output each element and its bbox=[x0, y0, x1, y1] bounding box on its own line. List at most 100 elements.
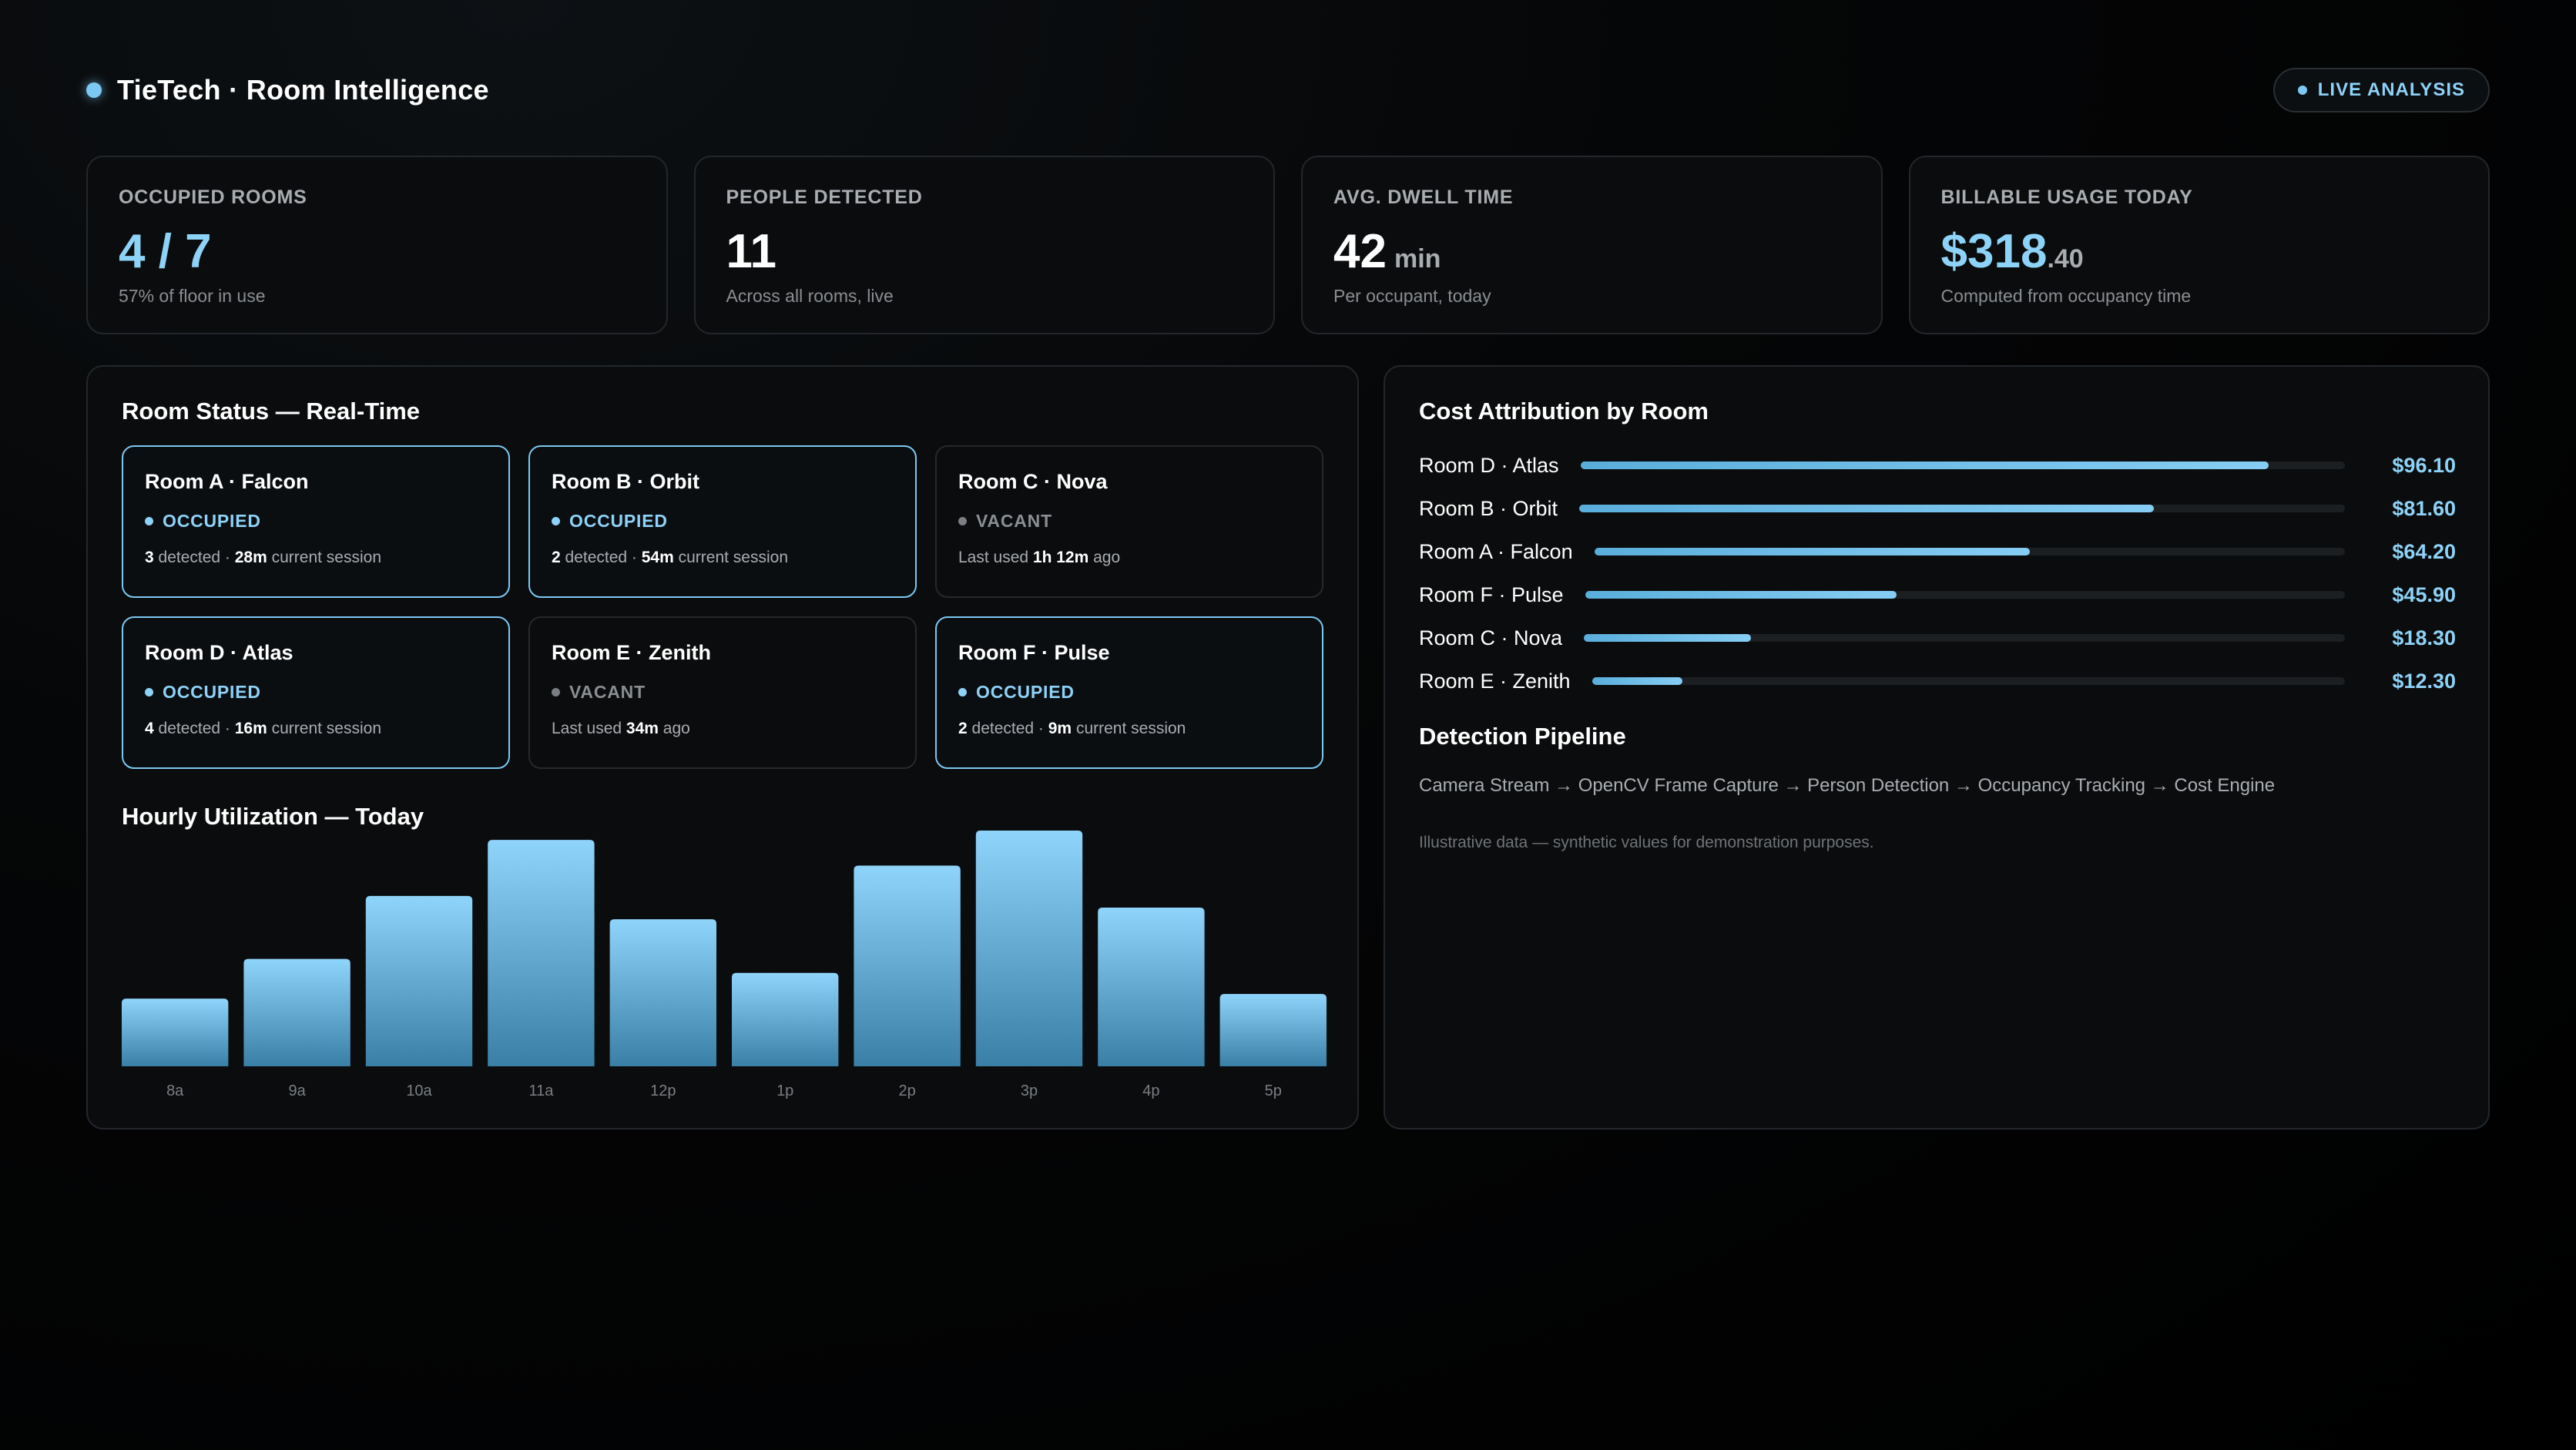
cost-row: Room C · Nova $18.30 bbox=[1419, 616, 2456, 660]
detail-text: Last used bbox=[958, 549, 1033, 566]
utilization-bar bbox=[488, 840, 595, 1066]
cost-bar-track bbox=[1594, 548, 2345, 555]
kpi-billable-usage: BILLABLE USAGE TODAY $318.40 Computed fr… bbox=[1908, 156, 2490, 334]
detected-count: 2 bbox=[552, 549, 561, 566]
room-card-atlas[interactable]: Room D · Atlas OCCUPIED 4 detected · 16m… bbox=[122, 616, 510, 769]
detected-count: 2 bbox=[958, 720, 968, 737]
x-tick-label: 11a bbox=[528, 1082, 554, 1099]
session-duration: 54m bbox=[641, 549, 674, 566]
x-tick-label: 5p bbox=[1265, 1082, 1282, 1099]
detail-text: current session bbox=[267, 720, 382, 737]
room-detail: 4 detected · 16m current session bbox=[145, 720, 487, 738]
room-status-title: Room Status — Real-Time bbox=[122, 398, 421, 425]
utilization-bar bbox=[1219, 994, 1327, 1066]
utilization-bar bbox=[243, 958, 351, 1066]
room-status-label: OCCUPIED bbox=[569, 511, 668, 531]
room-detail: Last used 34m ago bbox=[552, 720, 894, 738]
room-card-nova[interactable]: Room C · Nova VACANT Last used 1h 12m ag… bbox=[935, 445, 1323, 598]
kpi-subtext: Per occupant, today bbox=[1333, 286, 1491, 306]
cost-value: $96.10 bbox=[2392, 453, 2456, 477]
cost-room-name: Room B · Orbit bbox=[1419, 496, 1558, 520]
room-status: OCCUPIED bbox=[552, 511, 894, 532]
cost-bar-fill bbox=[1585, 591, 1897, 599]
room-status-label: OCCUPIED bbox=[163, 511, 261, 531]
detected-count: 4 bbox=[145, 720, 154, 737]
app-title: TieTech · Room Intelligence bbox=[117, 74, 489, 106]
cost-value: $81.60 bbox=[2392, 496, 2456, 520]
status-dot-icon bbox=[145, 517, 153, 525]
pipeline-description: Camera Stream → OpenCV Frame Capture → P… bbox=[1419, 775, 2276, 796]
room-name: Room B · Orbit bbox=[552, 470, 699, 493]
kpi-occupied-rooms: OCCUPIED ROOMS 4 / 7 57% of floor in use bbox=[86, 156, 668, 334]
room-status-panel: Room Status — Real-Time Room A · Falcon … bbox=[86, 365, 1359, 1129]
kpi-label: BILLABLE USAGE TODAY bbox=[1940, 186, 2193, 208]
kpi-number: 42 bbox=[1333, 225, 1387, 278]
kpi-people-detected: PEOPLE DETECTED 11 Across all rooms, liv… bbox=[693, 156, 1275, 334]
kpi-cents: .40 bbox=[2047, 244, 2084, 274]
detail-text: ago bbox=[658, 720, 690, 737]
utilization-bar bbox=[1098, 907, 1205, 1066]
room-name: Room F · Pulse bbox=[958, 641, 1110, 664]
cost-row: Room A · Falcon $64.20 bbox=[1419, 530, 2456, 573]
room-name: Room D · Atlas bbox=[145, 641, 293, 664]
x-tick-label: 1p bbox=[776, 1082, 793, 1099]
x-tick-label: 10a bbox=[406, 1082, 432, 1099]
cost-row: Room F · Pulse $45.90 bbox=[1419, 573, 2456, 616]
room-status: VACANT bbox=[958, 511, 1300, 532]
room-status-label: VACANT bbox=[569, 682, 646, 702]
kpi-subtext: Across all rooms, live bbox=[726, 286, 894, 306]
room-name: Room E · Zenith bbox=[552, 641, 711, 664]
detail-text: current session bbox=[267, 549, 382, 566]
detail-text: detected · bbox=[560, 549, 642, 566]
cost-row: Room E · Zenith $12.30 bbox=[1419, 660, 2456, 703]
room-card-zenith[interactable]: Room E · Zenith VACANT Last used 34m ago bbox=[528, 616, 917, 769]
last-used-duration: 1h 12m bbox=[1032, 549, 1089, 566]
cost-attribution-title: Cost Attribution by Room bbox=[1419, 398, 1709, 425]
utilization-bar bbox=[609, 919, 716, 1066]
detection-pipeline-title: Detection Pipeline bbox=[1419, 723, 1626, 750]
detected-count: 3 bbox=[145, 549, 154, 566]
hourly-utilization-title: Hourly Utilization — Today bbox=[122, 803, 424, 830]
brand: TieTech · Room Intelligence bbox=[86, 74, 489, 106]
room-card-falcon[interactable]: Room A · Falcon OCCUPIED 3 detected · 28… bbox=[122, 445, 510, 598]
utilization-bar bbox=[732, 972, 839, 1066]
room-detail: 2 detected · 54m current session bbox=[552, 549, 894, 567]
kpi-label: AVG. DWELL TIME bbox=[1333, 186, 1514, 208]
cost-bar-track bbox=[1579, 505, 2345, 512]
room-status-label: VACANT bbox=[976, 511, 1052, 531]
header: TieTech · Room Intelligence LIVE ANALYSI… bbox=[86, 68, 2490, 112]
live-dot-icon bbox=[2297, 86, 2307, 95]
kpi-value: 42 min bbox=[1333, 224, 1850, 280]
kpi-value: $318.40 bbox=[1941, 224, 2458, 280]
cost-room-name: Room A · Falcon bbox=[1419, 539, 1573, 563]
cost-row: Room D · Atlas $96.10 bbox=[1419, 444, 2456, 487]
kpi-unit: min bbox=[1394, 244, 1441, 274]
cost-value: $18.30 bbox=[2392, 626, 2456, 649]
cost-room-name: Room F · Pulse bbox=[1419, 582, 1564, 606]
cost-room-name: Room D · Atlas bbox=[1419, 453, 1559, 477]
live-analysis-badge[interactable]: LIVE ANALYSIS bbox=[2272, 68, 2490, 112]
room-grid: Room A · Falcon OCCUPIED 3 detected · 28… bbox=[122, 445, 1323, 769]
detail-text: ago bbox=[1088, 549, 1121, 566]
kpi-avg-dwell-time: AVG. DWELL TIME 42 min Per occupant, tod… bbox=[1301, 156, 1883, 334]
x-tick-label: 12p bbox=[650, 1082, 676, 1099]
room-name: Room C · Nova bbox=[958, 470, 1108, 493]
kpi-number: 11 bbox=[726, 225, 777, 278]
cost-room-name: Room C · Nova bbox=[1419, 626, 1563, 649]
detail-text: current session bbox=[673, 549, 789, 566]
room-card-pulse[interactable]: Room F · Pulse OCCUPIED 2 detected · 9m … bbox=[935, 616, 1323, 769]
kpi-label: PEOPLE DETECTED bbox=[726, 186, 923, 208]
room-detail: 3 detected · 28m current session bbox=[145, 549, 487, 567]
detail-text: current session bbox=[1072, 720, 1186, 737]
x-tick-label: 8a bbox=[166, 1082, 184, 1099]
x-tick-label: 4p bbox=[1142, 1082, 1159, 1099]
x-tick-label: 9a bbox=[288, 1082, 306, 1099]
cost-value: $64.20 bbox=[2392, 539, 2456, 563]
x-tick-label: 2p bbox=[898, 1082, 915, 1099]
room-status: VACANT bbox=[552, 682, 894, 703]
status-dot-icon bbox=[552, 517, 560, 525]
kpi-row: OCCUPIED ROOMS 4 / 7 57% of floor in use… bbox=[86, 156, 2490, 334]
room-detail: Last used 1h 12m ago bbox=[958, 549, 1300, 567]
status-dot-icon bbox=[958, 517, 967, 525]
room-card-orbit[interactable]: Room B · Orbit OCCUPIED 2 detected · 54m… bbox=[528, 445, 917, 598]
